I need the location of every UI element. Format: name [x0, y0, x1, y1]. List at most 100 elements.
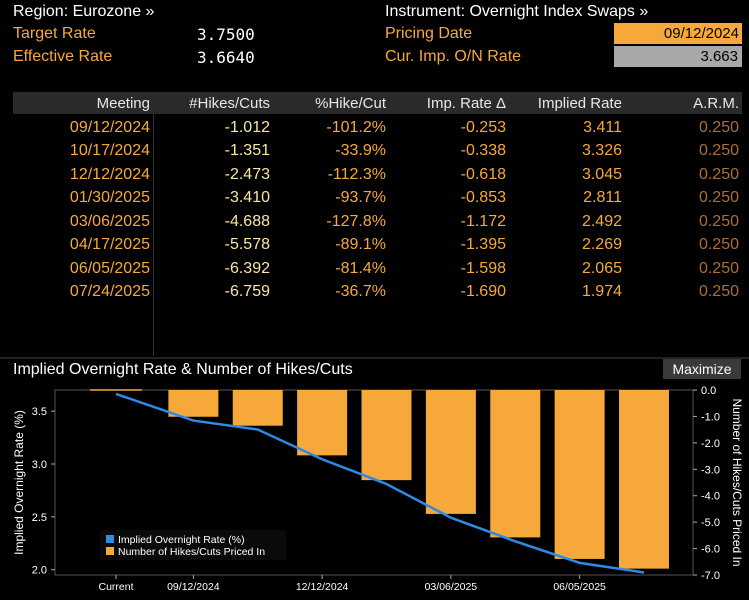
hikes-cuts-value: -1.012	[224, 118, 270, 136]
col-meeting[interactable]: Meeting	[96, 94, 150, 112]
separator	[0, 357, 749, 359]
pct-hike-cut-value: -89.1%	[335, 236, 386, 254]
implied-rate-value: 2.492	[581, 212, 622, 230]
hikes-bar	[425, 390, 476, 514]
instrument-selector[interactable]: Instrument: Overnight Index Swaps »	[385, 3, 649, 20]
hikes-cuts-value: -1.351	[224, 142, 270, 160]
imp-rate-delta-value: -1.395	[460, 236, 506, 254]
imp-rate-delta-value: -0.618	[460, 165, 506, 183]
hikes-bar	[232, 390, 283, 426]
col-hikes-cuts[interactable]: #Hikes/Cuts	[189, 94, 270, 112]
x-tick-label: Current	[98, 581, 133, 593]
x-tick-label: 06/05/2025	[553, 581, 606, 593]
hikes-bar	[619, 390, 669, 569]
pct-hike-cut-value: -36.7%	[335, 283, 386, 301]
pct-hike-cut-value: -127.8%	[326, 212, 386, 230]
meeting-date: 01/30/2025	[69, 189, 150, 207]
pricing-date-field[interactable]: 09/12/2024	[614, 23, 742, 44]
hikes-cuts-value: -3.410	[224, 189, 270, 207]
meeting-date: 03/06/2025	[69, 212, 150, 230]
chart-legend: Implied Overnight Rate (%) Number of Hik…	[100, 530, 286, 560]
right-tick-label: -2.0	[701, 438, 720, 450]
cur-imp-rate-field[interactable]: 3.663	[614, 46, 742, 67]
col-pct-hike-cut[interactable]: %Hike/Cut	[315, 94, 386, 112]
x-tick-label: 03/06/2025	[425, 581, 478, 593]
table-row[interactable]: 07/24/2025 -6.759 -36.7% -1.690 1.974 0.…	[13, 281, 742, 305]
hikes-cuts-value: -6.392	[224, 259, 270, 277]
table-row[interactable]: 01/30/2025 -3.410 -93.7% -0.853 2.811 0.…	[13, 187, 742, 211]
arm-value: 0.250	[698, 212, 739, 230]
implied-rate-value: 2.065	[581, 259, 622, 277]
implied-rate-value: 2.811	[583, 189, 622, 207]
effective-rate-label: Effective Rate	[13, 48, 113, 65]
imp-rate-delta-value: -1.172	[460, 212, 506, 230]
target-rate-value: 3.7500	[197, 25, 255, 44]
x-tick-label: 12/12/2024	[296, 581, 349, 593]
imp-rate-delta-value: -0.853	[460, 189, 506, 207]
hikes-bar	[361, 390, 412, 481]
maximize-button[interactable]: Maximize	[663, 359, 741, 379]
pct-hike-cut-value: -81.4%	[335, 259, 386, 277]
hikes-bar	[554, 390, 605, 559]
arm-value: 0.250	[698, 236, 739, 254]
y-axis-right-label: Number of Hikes/Cuts Priced In	[730, 398, 744, 566]
legend-swatch-line	[106, 535, 114, 543]
meeting-date: 06/05/2025	[69, 259, 150, 277]
meeting-date: 07/24/2025	[69, 283, 150, 301]
y-axis-left-label: Implied Overnight Rate (%)	[12, 410, 26, 555]
imp-rate-delta-value: -0.338	[460, 142, 506, 160]
arm-value: 0.250	[698, 283, 739, 301]
meeting-date: 12/12/2024	[69, 165, 150, 183]
col-arm[interactable]: A.R.M.	[693, 94, 739, 112]
hikes-bar	[168, 390, 219, 417]
legend-box	[100, 530, 286, 560]
hikes-cuts-value: -2.473	[224, 165, 270, 183]
pct-hike-cut-value: -112.3%	[327, 165, 386, 183]
chart-title: Implied Overnight Rate & Number of Hikes…	[13, 361, 353, 378]
right-tick-label: -7.0	[701, 570, 720, 582]
meeting-date: 10/17/2024	[69, 142, 150, 160]
x-tick-label: 09/12/2024	[167, 581, 220, 593]
left-tick-label: 3.5	[32, 406, 47, 418]
target-rate-label: Target Rate	[13, 25, 96, 42]
hikes-bar	[490, 390, 541, 538]
arm-value: 0.250	[698, 259, 739, 277]
col-implied-rate[interactable]: Implied Rate	[537, 94, 622, 112]
arm-value: 0.250	[698, 142, 739, 160]
imp-rate-delta-value: -1.598	[460, 259, 506, 277]
arm-value: 0.250	[698, 118, 739, 136]
table-row[interactable]: 10/17/2024 -1.351 -33.9% -0.338 3.326 0.…	[13, 140, 742, 164]
right-tick-label: -6.0	[701, 544, 720, 556]
pricing-date-label: Pricing Date	[385, 25, 473, 42]
left-tick-label: 2.0	[32, 565, 47, 577]
hikes-bar	[297, 390, 348, 456]
right-tick-label: -1.0	[701, 411, 720, 423]
imp-rate-delta-value: -1.690	[460, 283, 506, 301]
hikes-cuts-value: -5.578	[224, 236, 270, 254]
rate-hikes-chart: 3.5 3.0 2.5 2.0 0.0 -1.0 -2.0 -3.0 -4.0 -5.0 -6.0…	[12, 385, 744, 593]
effective-rate-value: 3.6640	[197, 48, 255, 67]
table-row[interactable]: 12/12/2024 -2.473 -112.3% -0.618 3.045 0…	[13, 163, 742, 187]
right-tick-label: 0.0	[701, 385, 716, 397]
table-row[interactable]: 09/12/2024 -1.012 -101.2% -0.253 3.411 0…	[13, 116, 742, 140]
meetings-table: Meeting #Hikes/Cuts %Hike/Cut Imp. Rate …	[13, 92, 742, 356]
table-row[interactable]: 04/17/2025 -5.578 -89.1% -1.395 2.269 0.…	[13, 234, 742, 258]
implied-rate-value: 2.269	[581, 236, 622, 254]
imp-rate-delta-value: -0.253	[460, 118, 506, 136]
legend-label-bars: Number of Hikes/Cuts Priced In	[118, 546, 265, 558]
cur-imp-rate-label: Cur. Imp. O/N Rate	[385, 48, 522, 65]
table-body: 09/12/2024 -1.012 -101.2% -0.253 3.411 0…	[13, 114, 742, 304]
table-row[interactable]: 06/05/2025 -6.392 -81.4% -1.598 2.065 0.…	[13, 257, 742, 281]
implied-rate-line	[115, 392, 645, 574]
meeting-date: 04/17/2025	[69, 236, 150, 254]
right-tick-label: -4.0	[701, 491, 720, 503]
right-tick-label: -3.0	[701, 464, 720, 476]
arm-value: 0.250	[698, 165, 739, 183]
column-divider	[153, 114, 154, 356]
implied-rate-value: 3.411	[583, 118, 622, 136]
col-imp-rate-delta[interactable]: Imp. Rate Δ	[426, 94, 506, 112]
region-selector[interactable]: Region: Eurozone »	[13, 3, 155, 20]
left-tick-label: 2.5	[32, 512, 47, 524]
pct-hike-cut-value: -33.9%	[335, 142, 386, 160]
table-row[interactable]: 03/06/2025 -4.688 -127.8% -1.172 2.492 0…	[13, 210, 742, 234]
